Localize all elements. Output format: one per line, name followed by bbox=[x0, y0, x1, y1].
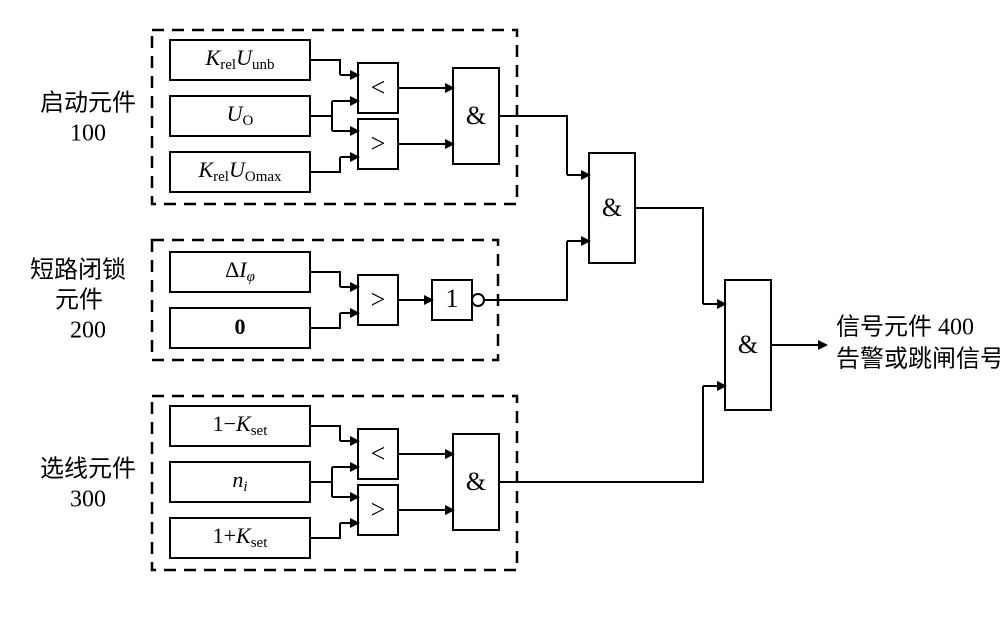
svg-text:300: 300 bbox=[70, 487, 106, 513]
svg-text:0: 0 bbox=[235, 314, 246, 339]
svg-text:<: < bbox=[371, 439, 386, 468]
svg-text:&: & bbox=[738, 330, 758, 359]
svg-text:200: 200 bbox=[70, 318, 106, 344]
invert-bubble bbox=[472, 294, 484, 306]
svg-text:&: & bbox=[466, 101, 486, 130]
svg-text:启动元件: 启动元件 bbox=[40, 90, 136, 117]
svg-text:>: > bbox=[371, 495, 386, 524]
output-label-1: 信号元件 400 bbox=[836, 314, 974, 341]
svg-text:&: & bbox=[602, 193, 622, 222]
svg-text:<: < bbox=[371, 73, 386, 102]
svg-text:100: 100 bbox=[70, 121, 106, 147]
svg-text:&: & bbox=[466, 467, 486, 496]
svg-text:>: > bbox=[371, 129, 386, 158]
svg-text:选线元件: 选线元件 bbox=[40, 456, 136, 483]
svg-text:1: 1 bbox=[446, 284, 459, 313]
svg-text:元件: 元件 bbox=[55, 287, 103, 314]
output-label-2: 告警或跳闸信号 bbox=[836, 346, 1000, 373]
svg-text:>: > bbox=[371, 285, 386, 314]
svg-text:短路闭锁: 短路闭锁 bbox=[30, 257, 126, 284]
